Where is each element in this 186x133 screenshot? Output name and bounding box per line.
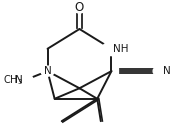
Circle shape — [16, 74, 33, 87]
Text: N: N — [15, 75, 23, 85]
Text: CH$_3$: CH$_3$ — [3, 73, 23, 87]
Circle shape — [73, 3, 86, 13]
Circle shape — [153, 65, 169, 77]
Circle shape — [102, 42, 121, 56]
Text: NH: NH — [113, 44, 129, 54]
Text: O: O — [75, 1, 84, 14]
Circle shape — [41, 66, 54, 76]
Text: N: N — [163, 66, 171, 76]
Text: N: N — [44, 66, 51, 76]
